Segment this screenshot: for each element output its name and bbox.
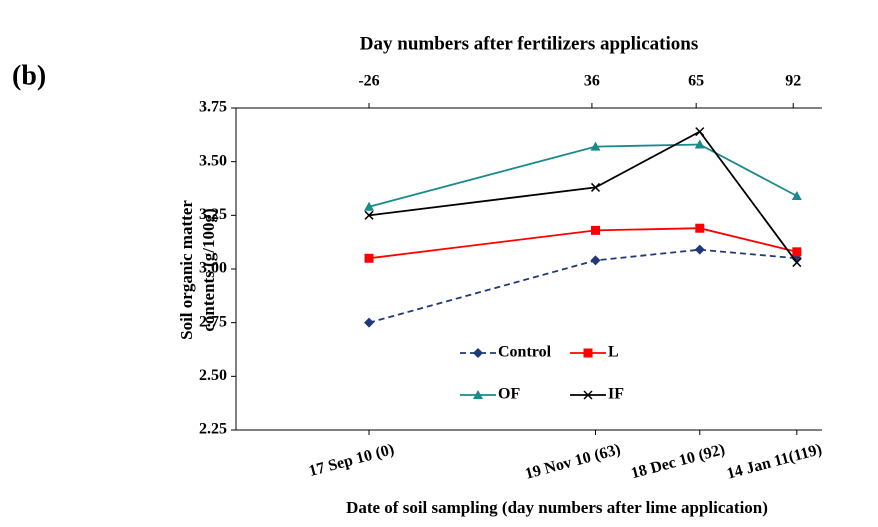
legend-item: Control <box>460 344 552 361</box>
x2-axis-title: Day numbers after fertilizers applicatio… <box>360 33 698 54</box>
series-line <box>368 143 798 208</box>
y-tick-label: 3.50 <box>199 152 227 169</box>
panel-label: (b) <box>12 60 46 91</box>
marker <box>590 182 601 192</box>
y-tick-label: 3.75 <box>199 99 227 116</box>
marker <box>590 141 601 151</box>
x2-tick-label: 92 <box>785 73 801 90</box>
x-tick-label: 17 Sep 10 (0) <box>307 441 396 480</box>
x2-tick-label: 65 <box>688 73 704 90</box>
legend-label: Control <box>498 344 552 361</box>
marker <box>364 201 375 211</box>
series-line <box>368 227 798 260</box>
series-line <box>368 130 798 264</box>
y-tick-label: 2.25 <box>199 421 227 438</box>
marker <box>792 258 802 268</box>
marker <box>473 348 483 358</box>
legend-label: L <box>608 344 619 361</box>
marker <box>792 247 802 257</box>
legend-item: IF <box>570 386 624 403</box>
marker <box>694 139 705 149</box>
marker <box>695 223 705 233</box>
y-axis-title: Soil organic matter <box>177 200 196 340</box>
legend-item: L <box>570 344 619 361</box>
legend-label: IF <box>608 386 624 403</box>
marker <box>583 348 593 358</box>
marker <box>695 127 705 137</box>
marker <box>583 390 593 400</box>
marker <box>791 191 802 201</box>
y-tick-label: 2.75 <box>199 313 227 330</box>
series-line <box>368 248 797 324</box>
legend-label: OF <box>498 386 520 403</box>
x2-tick-label: 36 <box>584 73 600 90</box>
marker <box>364 317 375 328</box>
x-tick-label: 19 Nov 10 (63) <box>523 441 622 483</box>
y-tick-label: 2.50 <box>199 367 227 384</box>
marker <box>590 255 601 266</box>
marker <box>694 244 705 255</box>
y-tick-label: 3.25 <box>199 206 227 223</box>
y-tick-label: 3.00 <box>199 260 227 277</box>
x2-tick-label: -26 <box>358 73 379 90</box>
marker <box>473 390 483 399</box>
marker <box>364 210 374 220</box>
marker <box>364 253 374 263</box>
x-axis-title: Date of soil sampling (day numbers after… <box>346 498 768 517</box>
y-axis-title: contents (g/100g) <box>199 208 218 331</box>
legend-item: OF <box>460 386 520 403</box>
marker <box>591 225 601 235</box>
x-tick-label: 14 Jan 11(119) <box>725 441 824 483</box>
x-tick-label: 18 Dec 10 (92) <box>629 441 727 482</box>
